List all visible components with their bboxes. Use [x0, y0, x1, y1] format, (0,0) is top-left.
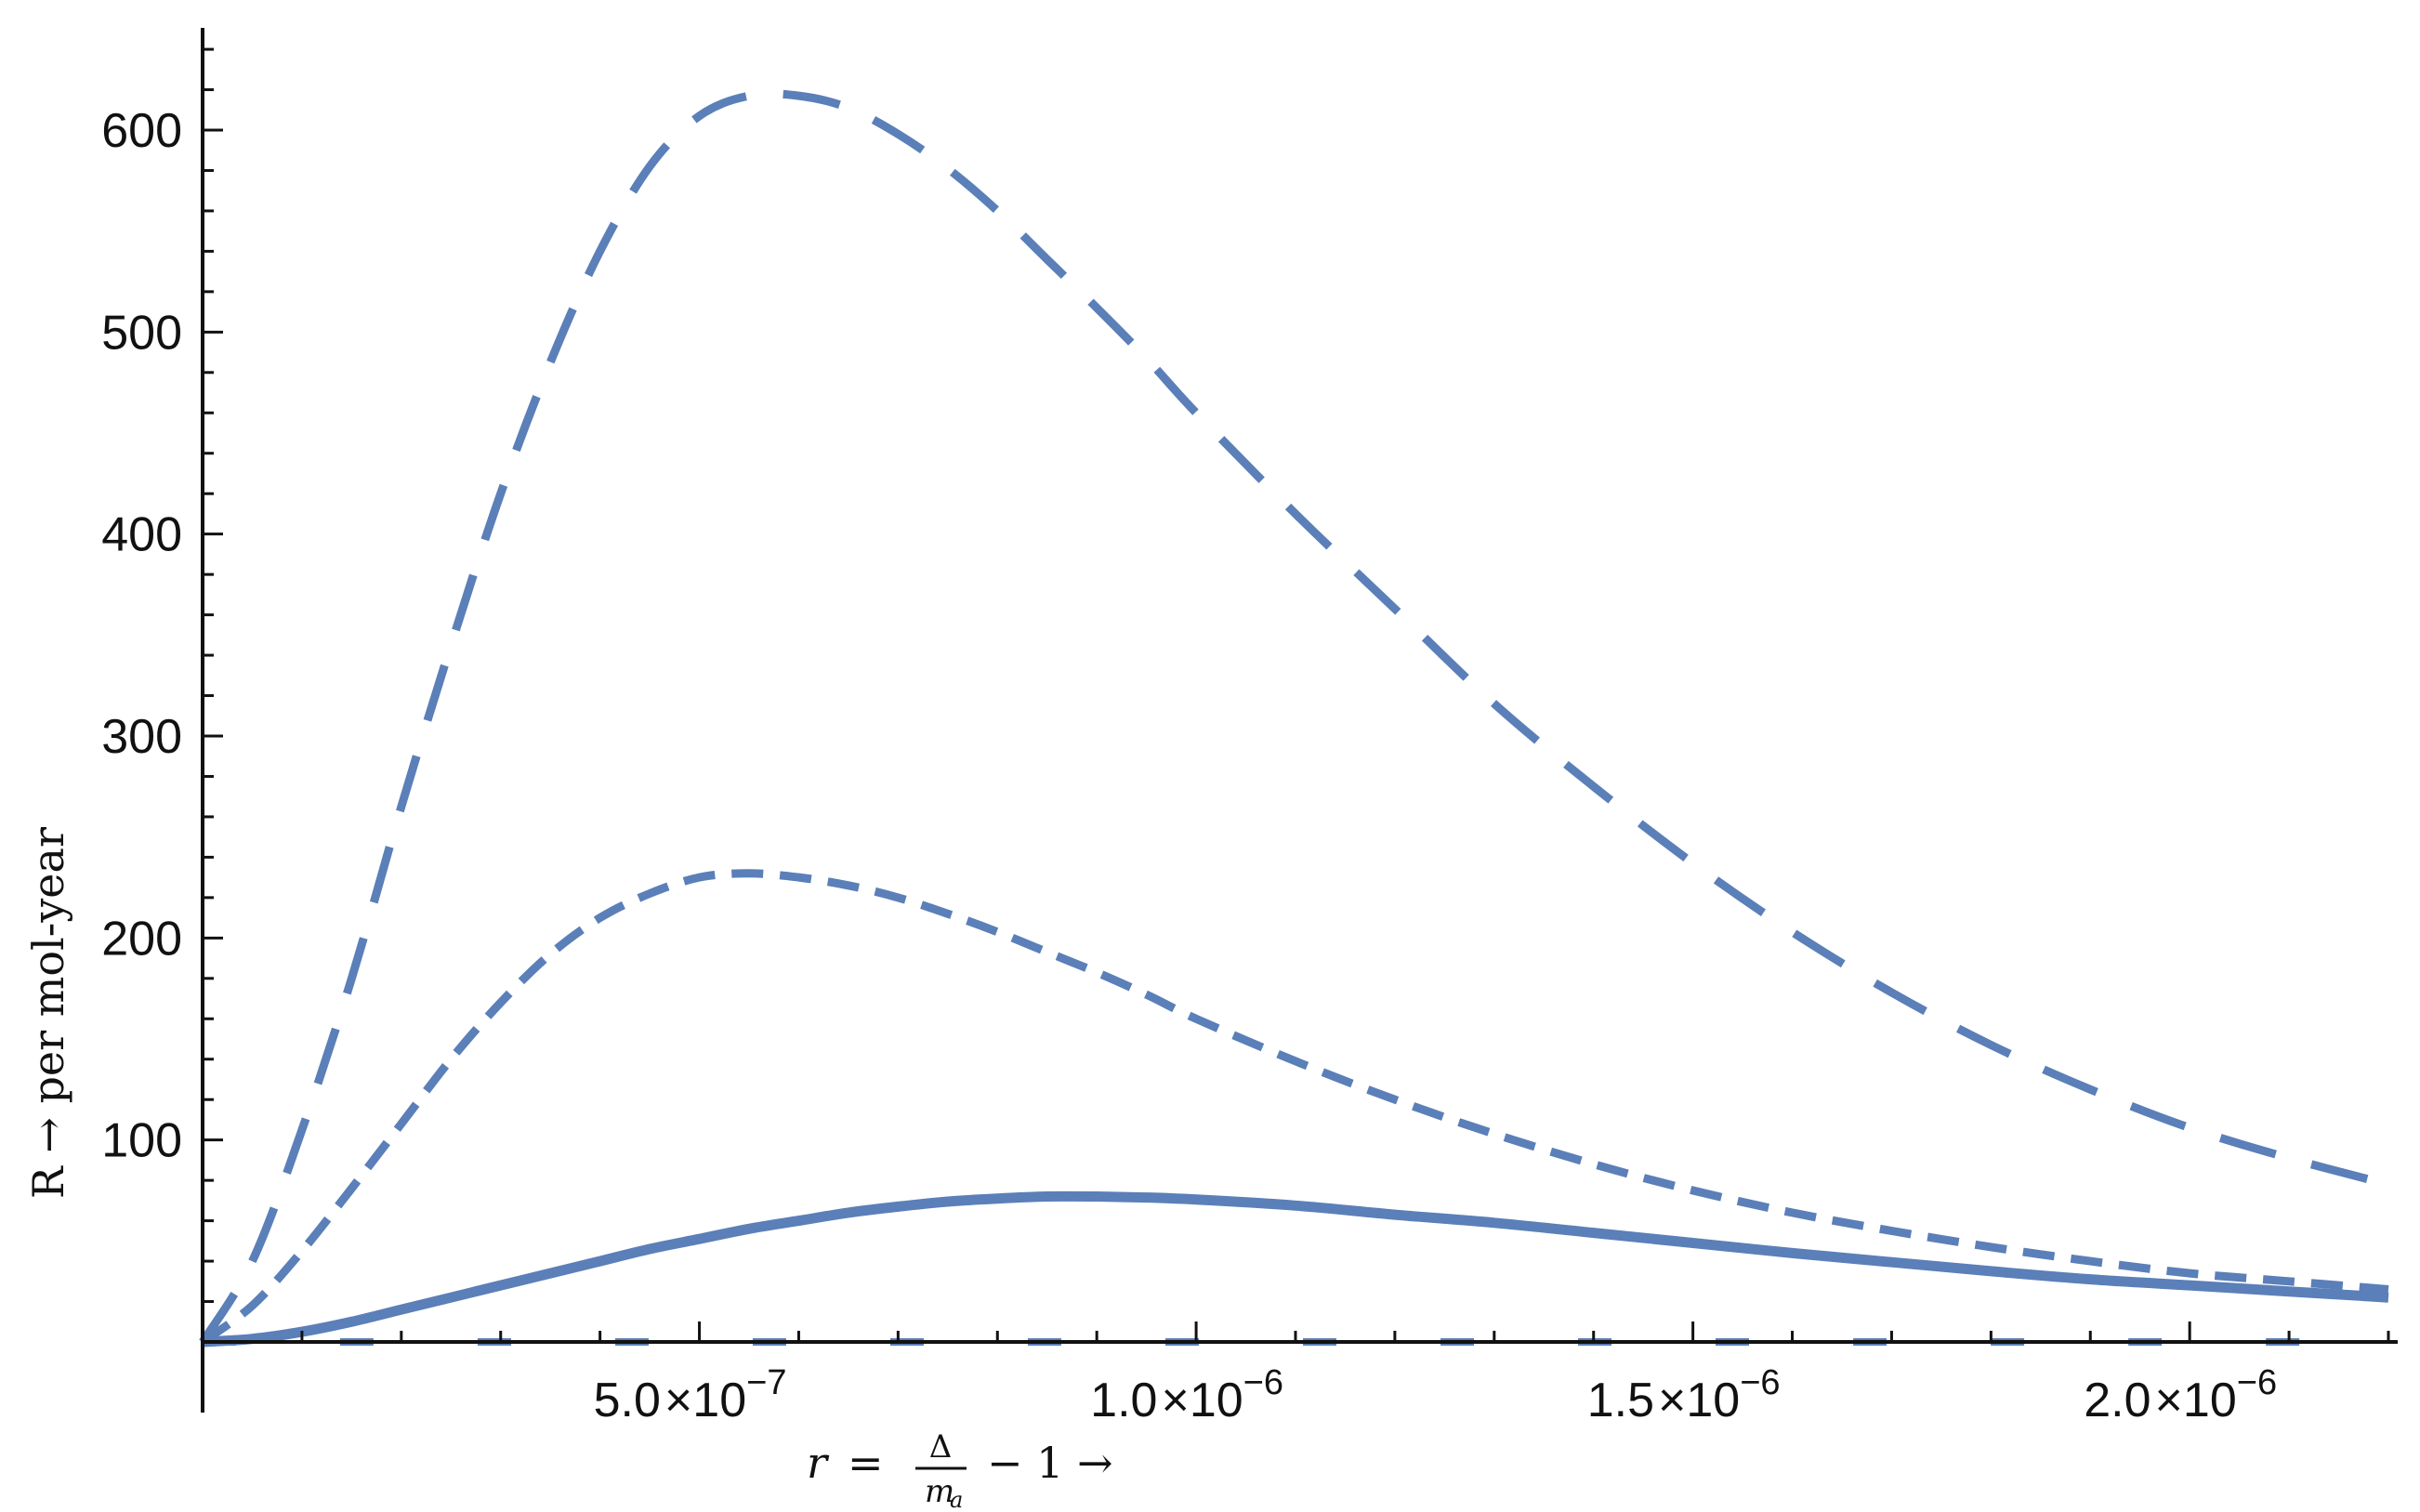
- y-ticks: [203, 47, 223, 1344]
- x-tick-label: 5.0×10−7: [594, 1363, 787, 1427]
- y-tick-label: 500: [101, 306, 182, 360]
- x-title-eq: =: [848, 1438, 884, 1488]
- x-title-tail: − 1 →: [987, 1438, 1113, 1488]
- y-tick-label: 300: [101, 710, 182, 764]
- x-title-numerator: Δ: [929, 1428, 953, 1466]
- y-tick-label: 200: [101, 912, 182, 966]
- y-tick-label: 100: [101, 1114, 182, 1168]
- y-tick-label: 600: [101, 104, 182, 158]
- x-tick-label: 2.0×10−6: [2084, 1363, 2277, 1427]
- y-tick-labels: 100 200 300 400 500 600: [101, 104, 182, 1168]
- x-title-denominator-sub: a: [950, 1487, 963, 1512]
- y-tick-label: 400: [101, 508, 182, 562]
- x-tick-labels: 5.0×10−7 1.0×10−6 1.5×10−6 2.0×10−6: [594, 1363, 2277, 1427]
- x-tick-label: 1.5×10−6: [1587, 1363, 1781, 1427]
- x-ticks: [300, 1321, 2390, 1342]
- y-axis-title: R → per mol-year: [23, 827, 73, 1199]
- x-axis-title: r = Δ m a − 1 →: [807, 1428, 1113, 1512]
- x-title-lhs: r: [807, 1438, 830, 1488]
- series-short-dash-line: [200, 869, 2389, 1346]
- series-long-dash-line: [199, 89, 2390, 1345]
- x-tick-label: 1.0×10−6: [1090, 1363, 1283, 1427]
- series-solid-line: [202, 1190, 2389, 1348]
- series-layer: [199, 89, 2390, 1348]
- x-title-denominator: m: [925, 1473, 954, 1510]
